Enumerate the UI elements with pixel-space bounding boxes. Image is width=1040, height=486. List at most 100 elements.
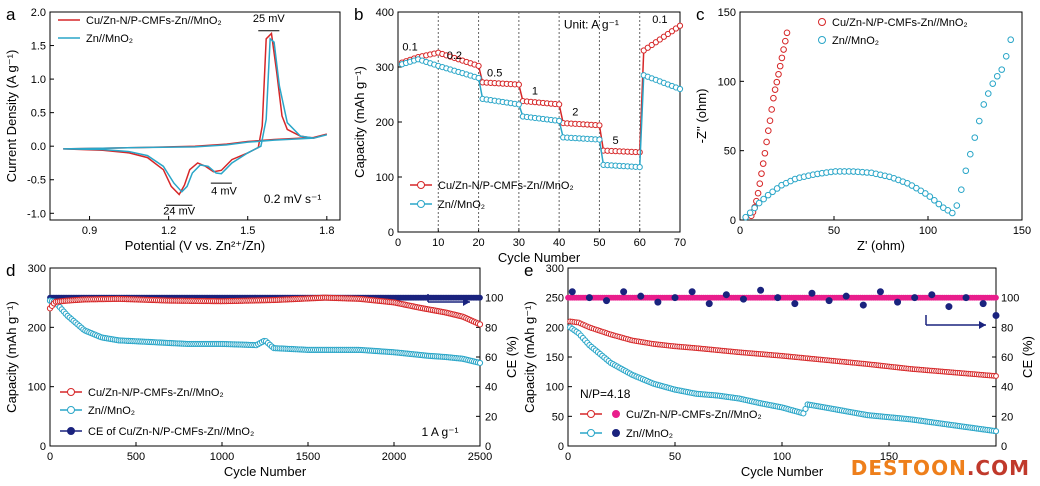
np-ratio-label: N/P=4.18 [580,387,631,401]
legend-label: Cu/Zn-N/P-CMFs-Zn//MnO₂ [626,409,762,421]
axis-arrow-head [979,321,986,329]
x-tick-label: 70 [674,237,686,249]
capacity-point-cu [993,373,999,379]
capacity-point-cu [476,321,484,328]
rate-point [596,122,603,129]
eis-point [980,101,988,108]
rate-label: 0.1 [652,14,667,26]
ce-point-zn [654,298,662,306]
eis-point [742,213,749,221]
ce-point-zn [603,297,611,305]
y2-tick-label: 20 [1001,411,1013,423]
eis-point [966,150,974,158]
eis-point [776,62,784,70]
eis-point [935,200,943,208]
eis-point [773,185,781,192]
legend-marker [818,18,826,26]
ce-point-zn [705,300,713,308]
eis-point [998,66,1006,73]
eis-point [770,94,777,102]
panel-letter: b [354,5,363,24]
cv-curve-zn [63,37,328,193]
ce-point-zn [671,294,679,302]
eis-point [759,160,767,167]
capacity-point-zn [476,359,484,367]
y-tick-label: 400 [376,7,394,19]
legend-label: Zn//MnO₂ [438,199,485,211]
y-tick-label: 2.0 [31,7,46,19]
rate-point [556,101,563,108]
eis-point [1007,36,1015,44]
legend-marker [818,36,826,44]
eis-point [953,202,961,209]
eis-point [756,180,764,187]
eis-point [949,209,956,217]
panel-letter: c [696,5,705,24]
panel-letter: e [524,261,533,280]
ce-point [477,294,483,301]
eis-point [931,197,938,204]
eis-point [922,190,929,197]
y2-tick-label: 80 [1001,322,1013,334]
y2-tick-label: 40 [1001,382,1013,394]
y2-tick-label: 20 [485,411,497,423]
legend-label: Cu/Zn-N/P-CMFs-Zn//MnO₂ [832,17,968,29]
eis-point [761,149,769,157]
panel-letter: d [6,261,15,280]
ce-point-zn [859,301,867,309]
eis-point [989,80,997,87]
x-tick-label: 0 [565,451,571,463]
rate-label: 0.5 [487,67,502,79]
legend-marker [417,200,425,208]
x-tick-label: 1500 [296,451,320,463]
eis-point [926,193,934,200]
ce-point-zn [876,288,884,296]
y2-tick-label: 60 [485,352,497,364]
annotation-scan-rate: 0.2 mV s⁻¹ [264,192,322,206]
legend-marker [67,406,75,414]
y-tick-label: 150 [546,352,564,364]
plot-frame [739,11,1023,221]
legend-marker-ce [612,410,620,418]
y2-tick-label: 40 [485,382,497,394]
eis-point [781,37,789,45]
y-tick-label: 0 [40,441,46,453]
ce-point-zn [620,288,628,296]
ce-point-zn [894,298,902,306]
y-tick-label: -0.5 [27,175,46,187]
y2-axis-label: CE (%) [504,336,519,378]
y2-tick-label: 80 [485,322,497,334]
legend-marker [587,429,595,437]
watermark-suffix: .COM [966,456,1030,480]
eis-point [1002,53,1010,60]
y2-tick-label: 0 [1001,441,1007,453]
x-axis-label: Potential (V vs. Zn²⁺/Zn) [125,238,266,253]
ce-point-zn [979,300,987,308]
x-axis-label: Z' (ohm) [857,238,905,253]
x-tick-label: 100 [773,451,791,463]
ce-point-zn [585,294,593,302]
eis-point [764,191,772,199]
ce-point-zn [739,295,747,303]
eis-point [957,186,965,194]
ce-point-zn [842,292,850,300]
y-tick-label: -1.0 [27,208,46,220]
y2-tick-label: 100 [1001,293,1019,305]
y2-axis-label: CE (%) [1020,336,1035,378]
eis-point [775,70,782,78]
panel-a: 0.9 1.2 1.5 1.8 -1.0 -0.5 0.0 0.5 1.0 1.5 2.0 Poten… [4,5,341,253]
ce-point-zn [928,291,936,299]
plot-frame [49,11,341,221]
x-tick-label: 2500 [468,451,492,463]
rate-point [556,117,563,125]
y-tick-label: 0.5 [31,108,46,120]
x-tick-label: 30 [513,237,525,249]
rate-label: 2 [572,106,578,118]
x-tick-label: 10 [432,237,444,249]
legend-label: Zn//MnO₂ [832,35,879,47]
x-tick-label: 1.8 [319,225,334,237]
legend-label: Cu/Zn-N/P-CMFs-Zn//MnO₂ [86,15,222,27]
y-tick-label: 100 [376,172,394,184]
ce-point-zn [774,294,782,302]
